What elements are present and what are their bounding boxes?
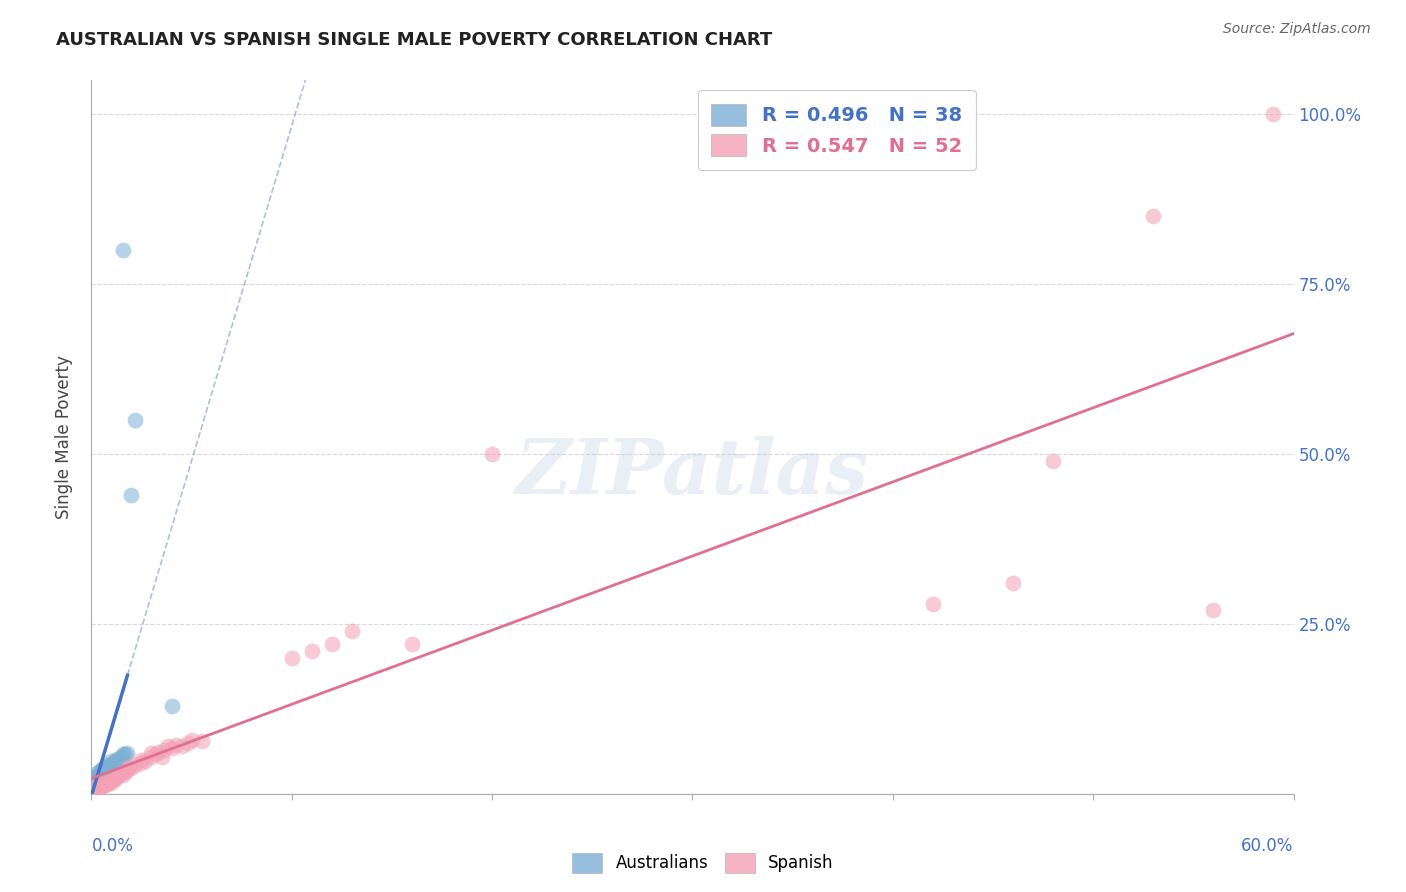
Point <box>114 765 136 780</box>
Point <box>150 749 173 764</box>
Point <box>84 780 107 794</box>
Point <box>90 770 112 784</box>
Point <box>90 766 112 780</box>
Point <box>401 637 423 651</box>
Point <box>103 756 125 771</box>
Point <box>124 758 146 772</box>
Point <box>84 777 107 791</box>
Point <box>340 624 363 638</box>
Point <box>141 749 163 764</box>
Point <box>1001 576 1024 591</box>
Point <box>94 778 117 792</box>
Point <box>481 447 503 461</box>
Point <box>121 761 143 775</box>
Point <box>93 777 115 791</box>
Point <box>190 734 212 748</box>
Point <box>110 749 132 764</box>
Point <box>107 770 129 784</box>
Point <box>281 651 304 665</box>
Point <box>90 763 112 777</box>
Point <box>82 777 104 791</box>
Point <box>82 775 104 789</box>
Point <box>89 772 111 786</box>
Point <box>100 773 122 788</box>
Point <box>96 777 118 791</box>
Point <box>89 781 111 796</box>
Text: 60.0%: 60.0% <box>1241 837 1294 855</box>
Point <box>104 772 127 786</box>
Point <box>94 763 117 777</box>
Point <box>160 740 183 755</box>
Point <box>90 780 112 794</box>
Point <box>96 758 118 772</box>
Point <box>94 774 117 789</box>
Point <box>112 768 135 782</box>
Text: AUSTRALIAN VS SPANISH SINGLE MALE POVERTY CORRELATION CHART: AUSTRALIAN VS SPANISH SINGLE MALE POVERT… <box>56 31 772 49</box>
Point <box>131 753 153 767</box>
Point <box>110 766 132 780</box>
Point <box>98 774 121 789</box>
Point <box>118 760 141 774</box>
Point <box>93 779 115 793</box>
Point <box>301 644 323 658</box>
Text: Source: ZipAtlas.com: Source: ZipAtlas.com <box>1223 22 1371 37</box>
Point <box>321 637 343 651</box>
Point <box>156 739 179 754</box>
Point <box>146 745 169 759</box>
Point <box>89 768 111 782</box>
Point <box>117 746 139 760</box>
Point <box>82 774 104 789</box>
Point <box>180 732 202 747</box>
Point <box>103 773 125 788</box>
Point <box>112 747 135 762</box>
Point <box>84 774 107 789</box>
Point <box>1263 107 1285 121</box>
Point <box>141 746 163 760</box>
Point <box>117 763 139 777</box>
Point <box>89 765 111 780</box>
Point <box>100 758 122 772</box>
Point <box>1142 209 1164 223</box>
Point <box>131 756 153 771</box>
Point <box>114 747 136 762</box>
Point <box>100 754 122 768</box>
Point <box>1202 603 1225 617</box>
Legend: R = 0.496   N = 38, R = 0.547   N = 52: R = 0.496 N = 38, R = 0.547 N = 52 <box>697 90 976 169</box>
Point <box>86 766 108 780</box>
Point <box>124 413 146 427</box>
Point <box>104 754 127 768</box>
Text: 0.0%: 0.0% <box>91 837 134 855</box>
Point <box>107 751 129 765</box>
Point <box>176 736 198 750</box>
Point <box>96 760 118 774</box>
Point <box>86 770 108 784</box>
Point <box>93 766 115 780</box>
Point <box>121 488 143 502</box>
Y-axis label: Single Male Poverty: Single Male Poverty <box>55 355 73 519</box>
Point <box>134 754 156 768</box>
Point <box>84 776 107 790</box>
Point <box>170 739 193 754</box>
Point <box>86 772 108 786</box>
Point <box>152 742 174 756</box>
Point <box>90 778 112 792</box>
Point <box>84 772 107 786</box>
Point <box>98 760 121 774</box>
Point <box>1042 454 1064 468</box>
Point <box>922 597 945 611</box>
Point <box>94 760 117 774</box>
Text: ZIPatlas: ZIPatlas <box>516 436 869 509</box>
Point <box>108 768 131 782</box>
Point <box>86 774 108 789</box>
Point <box>165 738 187 752</box>
Point <box>86 779 108 793</box>
Point <box>112 243 135 257</box>
Point <box>100 776 122 790</box>
Point <box>82 772 104 787</box>
Point <box>160 698 183 713</box>
Legend: Australians, Spanish: Australians, Spanish <box>565 847 841 880</box>
Point <box>93 761 115 775</box>
Point <box>145 747 167 762</box>
